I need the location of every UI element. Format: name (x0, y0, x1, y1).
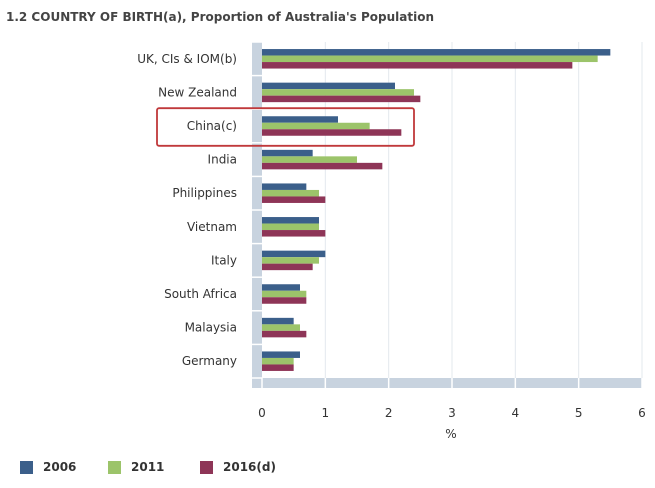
bar-2011-Italy (262, 257, 319, 264)
axis-frame (252, 41, 643, 388)
bar-2016(d)-China(c) (262, 129, 402, 136)
legend-label: 2016(d) (223, 460, 276, 474)
bar-2006-Vietnam (262, 217, 319, 224)
category-label: Malaysia (185, 321, 237, 335)
category-label: Philippines (172, 186, 237, 200)
legend-item: 2011 (108, 460, 164, 474)
bar-2016(d)-Vietnam (262, 230, 326, 237)
chart-title: 1.2 COUNTRY OF BIRTH(a), Proportion of A… (6, 10, 435, 24)
x-tick-label: 0 (258, 406, 266, 420)
bar-2011-Philippines (262, 189, 319, 197)
bar-2016(d)-Malaysia (262, 330, 307, 338)
x-tick-label: 2 (385, 406, 393, 420)
legend-item: 2006 (20, 460, 76, 474)
bar-2016(d)-UK, CIs & IOM(b) (262, 62, 573, 69)
x-axis-ticks: 0 1 2 3 4 5 6 (258, 406, 646, 420)
legend-label: 2006 (43, 460, 77, 474)
category-label: Germany (182, 354, 237, 368)
category-label: Vietnam (187, 220, 237, 234)
bar-2011-New Zealand (262, 89, 414, 96)
category-label: China(c) (187, 119, 237, 133)
legend-swatch (20, 460, 33, 474)
bar-2011-Malaysia (262, 324, 300, 331)
bar-2016(d)-South Africa (262, 297, 307, 304)
bar-2016(d)-Philippines (262, 196, 326, 203)
bar-2006-Philippines (262, 183, 307, 190)
bar-2006-China(c) (262, 116, 338, 123)
bar-2016(d)-Italy (262, 263, 313, 271)
legend-label: 2011 (131, 460, 165, 474)
category-labels: UK, CIs & IOM(b) New Zealand China(c) India… (137, 52, 237, 368)
bars (262, 49, 611, 371)
x-tick-label: 3 (448, 406, 456, 420)
x-tick-label: 5 (575, 406, 583, 420)
bar-2016(d)-New Zealand (262, 95, 421, 103)
category-label: South Africa (164, 287, 237, 301)
bar-2011-Germany (262, 357, 294, 365)
bar-2006-India (262, 149, 313, 157)
bar-2016(d)-Germany (262, 364, 294, 371)
bar-2006-Germany (262, 351, 300, 358)
highlight-box (156, 107, 415, 147)
bar-2011-UK, CIs & IOM(b) (262, 55, 598, 63)
bar-2006-New Zealand (262, 82, 395, 90)
x-axis-title: % (445, 427, 456, 441)
bar-2006-Italy (262, 250, 326, 258)
highlight-box-china (156, 107, 415, 147)
grid-lines (324, 42, 643, 378)
bar-2006-Malaysia (262, 317, 294, 325)
x-tick-label: 6 (638, 406, 646, 420)
legend-swatch (200, 460, 213, 474)
bar-2011-China(c) (262, 122, 370, 130)
category-label: UK, CIs & IOM(b) (137, 52, 237, 66)
bar-2016(d)-India (262, 162, 383, 170)
bar-2011-South Africa (262, 290, 307, 298)
bar-2006-South Africa (262, 284, 300, 291)
x-tick-label: 4 (512, 406, 520, 420)
legend-swatch (108, 460, 121, 474)
bar-2011-Vietnam (262, 223, 319, 231)
x-tick-label: 1 (322, 406, 330, 420)
category-label: New Zealand (158, 85, 237, 99)
bar-2006-UK, CIs & IOM(b) (262, 49, 611, 56)
bar-2011-India (262, 156, 357, 163)
category-label: India (208, 153, 237, 167)
category-label: Italy (211, 253, 237, 267)
x-axis-band (252, 378, 642, 388)
legend-item: 2016(d) (200, 460, 276, 474)
